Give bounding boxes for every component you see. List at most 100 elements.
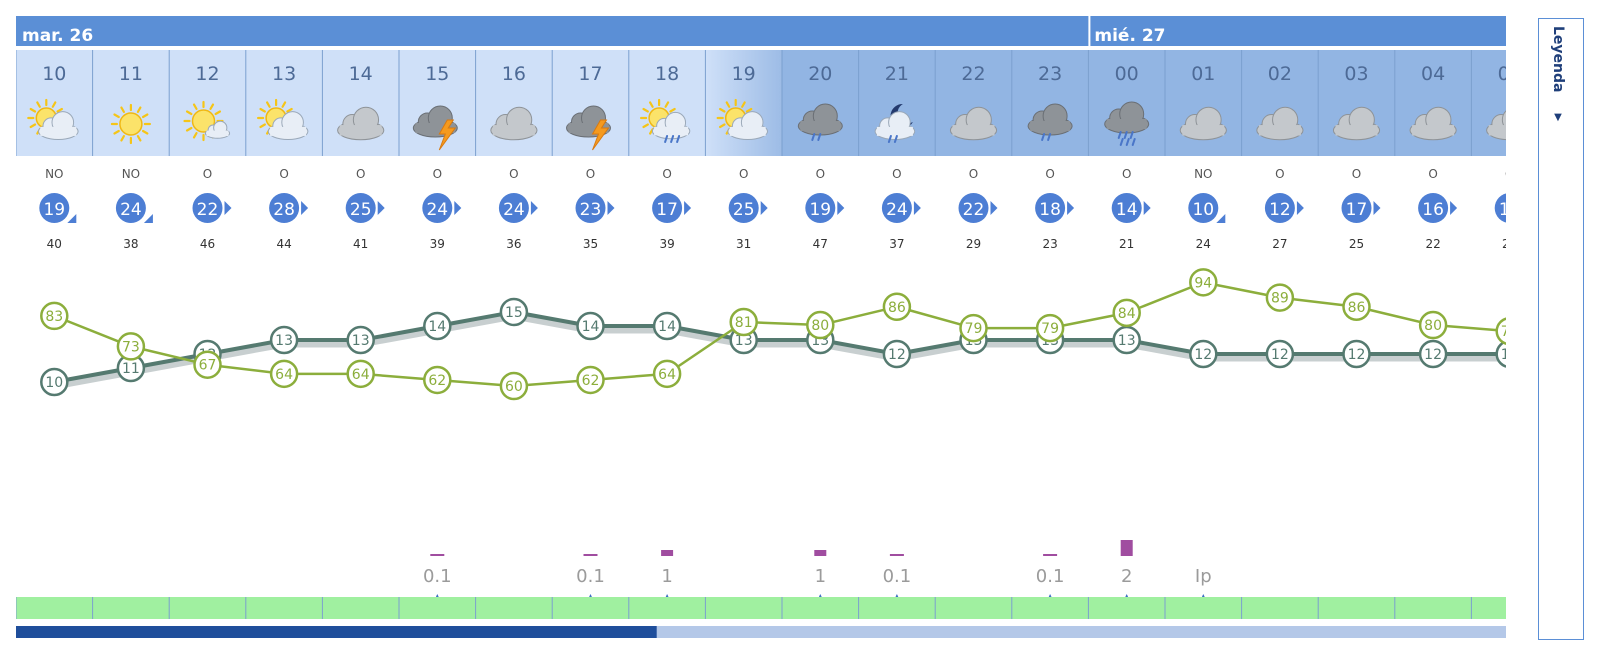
wind-direction: O <box>203 167 212 181</box>
wind-arrow-icon <box>143 214 153 223</box>
humidity-point <box>423 365 452 395</box>
hour-label: 04 <box>1421 63 1445 85</box>
temperature-label: 15 <box>505 305 523 321</box>
hour-label: 20 <box>808 63 832 85</box>
wind-speed-value: 12 <box>1269 200 1291 220</box>
precipitation-bar <box>430 554 445 556</box>
wind-speed-circle <box>345 193 376 223</box>
hour-label: 14 <box>349 63 373 85</box>
humidity-label: 80 <box>1424 318 1442 334</box>
wind-direction: O <box>816 167 825 181</box>
humidity-label: 84 <box>1118 306 1136 322</box>
wind-direction: O <box>739 167 748 181</box>
wind-speed-circle <box>498 193 529 223</box>
hour-label: 23 <box>1038 63 1062 85</box>
hour-cell <box>1471 50 1506 156</box>
wind-speed-value: 16 <box>1499 200 1521 220</box>
storm-icon <box>412 105 458 151</box>
humidity-label: 79 <box>965 321 983 337</box>
wind-gust-value: 29 <box>966 237 981 251</box>
humidity-label: 64 <box>658 367 676 383</box>
wind-direction: O <box>1428 167 1437 181</box>
legend-panel[interactable] <box>1538 18 1584 640</box>
wind-speed-value: 24 <box>503 200 525 220</box>
wind-arrow-icon <box>224 201 232 215</box>
temperature-point <box>423 311 452 341</box>
temperature-label: 12 <box>1501 347 1519 363</box>
precipitation-value: 1 <box>661 566 672 587</box>
temperature-point <box>652 311 682 341</box>
temperature-point <box>1265 339 1295 369</box>
wind-gust-value: 22 <box>1425 237 1440 251</box>
wind-speed-circle <box>728 193 759 223</box>
humidity-label: 62 <box>428 373 446 389</box>
wind-speed-value: 18 <box>1039 200 1061 220</box>
hourly-forecast-widget: mar. 26 mié. 27 10 11 12 13 14 15 16 17 18 19 20 21 22… <box>16 16 1584 652</box>
sun-small-cloud-icon <box>183 100 231 142</box>
precipitation-value: 0.1 <box>423 566 452 587</box>
legend-label[interactable]: Leyenda <box>1550 25 1566 93</box>
hour-cell <box>1011 50 1089 156</box>
wind-gust-value: 47 <box>813 237 828 251</box>
wind-direction: NO <box>45 167 63 181</box>
wind-speed-circle <box>269 193 300 223</box>
cloud-icon <box>1256 106 1304 141</box>
wind-direction: O <box>279 167 288 181</box>
scrollbar-thumb[interactable] <box>16 626 657 638</box>
wind-speed-circle <box>652 193 683 223</box>
wind-direction: O <box>356 167 365 181</box>
temperature-label: 14 <box>582 319 600 335</box>
wind-gust-value: 39 <box>430 237 445 251</box>
wind-speed-value: 17 <box>1346 200 1368 220</box>
wind-arrow-icon <box>301 201 309 215</box>
wind-direction: O <box>586 167 595 181</box>
hour-label: 15 <box>425 63 449 85</box>
wind-gust-value: 31 <box>736 237 751 251</box>
sun-cloud-icon <box>27 98 79 141</box>
wind-speed-circle <box>1418 193 1449 223</box>
day-bar <box>16 16 1506 46</box>
wind-speed-value: 24 <box>886 200 908 220</box>
wind-direction: O <box>892 167 901 181</box>
wind-direction: O <box>969 167 978 181</box>
temperature-label: 13 <box>352 333 370 349</box>
wind-speed-value: 23 <box>580 200 602 220</box>
wind-gust-value: 35 <box>583 237 598 251</box>
humidity-label: 89 <box>1271 291 1289 307</box>
wind-speed-circle <box>422 193 453 223</box>
humidity-label: 60 <box>505 379 523 395</box>
hour-label: 17 <box>578 63 602 85</box>
temperature-point <box>576 311 605 341</box>
temperature-point <box>1189 339 1218 369</box>
sun-cloud-icon <box>257 98 309 141</box>
day-separator <box>1088 16 1091 46</box>
wind-arrow-icon <box>67 214 77 223</box>
wind-direction: NO <box>1194 167 1212 181</box>
humidity-point <box>959 313 988 343</box>
wind-arrow-icon <box>1143 201 1151 215</box>
wind-arrow-icon <box>377 201 385 215</box>
precipitation-bar <box>661 550 674 556</box>
wind-gust-value: 22 <box>1502 237 1517 251</box>
wind-speed-circle <box>39 193 70 223</box>
legend-toggle-icon[interactable]: ▼ <box>1554 112 1562 123</box>
hour-label: 05 <box>1498 63 1522 85</box>
temperature-point <box>882 339 912 369</box>
humidity-point <box>806 310 835 340</box>
humidity-label: 79 <box>1041 321 1059 337</box>
hour-label: 19 <box>732 63 756 85</box>
temperature-label: 12 <box>888 347 906 363</box>
temperature-point <box>1342 339 1371 369</box>
wind-direction: NO <box>122 167 140 181</box>
green-status-strip <box>16 597 1506 619</box>
temperature-label: 11 <box>122 361 140 377</box>
hour-label: 02 <box>1268 63 1292 85</box>
wind-gust-value: 23 <box>1042 237 1057 251</box>
precipitation-bar <box>1120 540 1133 556</box>
humidity-point <box>1189 268 1218 297</box>
hour-cell <box>782 50 859 156</box>
humidity-point <box>882 292 912 321</box>
humidity-point <box>729 307 758 337</box>
wind-arrow-icon <box>1067 201 1075 215</box>
humidity-point <box>1035 313 1065 343</box>
